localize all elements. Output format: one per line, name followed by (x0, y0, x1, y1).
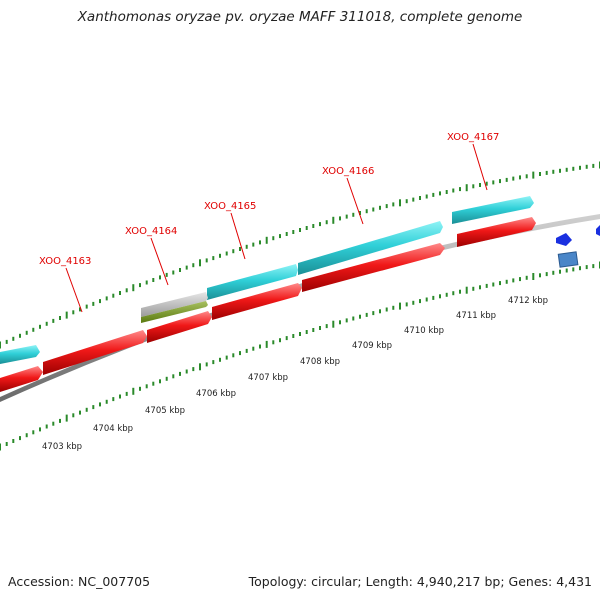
gene-label[interactable]: XOO_4164 (125, 226, 177, 237)
blue-feature-box[interactable] (557, 251, 579, 268)
gene-label[interactable]: XOO_4167 (447, 132, 499, 143)
gene-label[interactable]: XOO_4166 (322, 166, 374, 177)
kbp-labels: 4703 kbp 4704 kbp 4705 kbp 4706 kbp 4707… (42, 296, 548, 452)
kbp-label: 4707 kbp (248, 373, 288, 383)
gene-label[interactable]: XOO_4163 (39, 256, 91, 267)
gene-misc-feature[interactable] (141, 292, 208, 317)
gene-reverse[interactable] (43, 330, 147, 375)
label-leader (230, 212, 246, 260)
inner-tick-track (0, 261, 600, 451)
kbp-label: 4706 kbp (196, 389, 236, 399)
genome-summary: Topology: circular; Length: 4,940,217 bp… (248, 574, 592, 589)
gene-reverse[interactable] (457, 217, 536, 247)
gene-forward[interactable] (207, 264, 298, 300)
kbp-label: 4708 kbp (300, 357, 340, 367)
kbp-label: 4704 kbp (93, 424, 133, 434)
kbp-label: 4711 kbp (456, 311, 496, 321)
blue-feature-arrow[interactable] (596, 225, 600, 236)
gene-reverse[interactable] (302, 243, 445, 292)
forward-strand-genes (0, 196, 534, 364)
gene-reverse[interactable] (0, 366, 43, 392)
kbp-label: 4710 kbp (404, 326, 444, 336)
genome-backbone (0, 214, 600, 402)
gene-forward[interactable] (298, 221, 443, 275)
kbp-label: 4703 kbp (42, 442, 82, 452)
kbp-label: 4712 kbp (508, 296, 548, 306)
label-leader (472, 143, 488, 191)
gene-forward[interactable] (0, 345, 40, 364)
label-leader (346, 177, 364, 225)
gene-misc-feature[interactable] (141, 301, 208, 323)
gene-reverse[interactable] (212, 283, 302, 320)
gene-reverse[interactable] (147, 311, 212, 343)
kbp-label: 4705 kbp (145, 406, 185, 416)
label-leader (150, 237, 169, 286)
gene-forward[interactable] (452, 196, 534, 224)
reverse-strand-genes (0, 217, 536, 392)
outer-tick-track (0, 161, 600, 349)
accession-text: Accession: NC_007705 (8, 574, 151, 589)
blue-features (556, 225, 600, 268)
gene-labels: XOO_4163 XOO_4164 XOO_4165 XOO_4166 XOO_… (39, 132, 499, 313)
blue-feature-arrow[interactable] (556, 233, 572, 246)
map-title: Xanthomonas oryzae pv. oryzae MAFF 31101… (77, 9, 523, 25)
kbp-label: 4709 kbp (352, 341, 392, 351)
gene-label[interactable]: XOO_4165 (204, 201, 256, 212)
label-leader (65, 267, 83, 313)
